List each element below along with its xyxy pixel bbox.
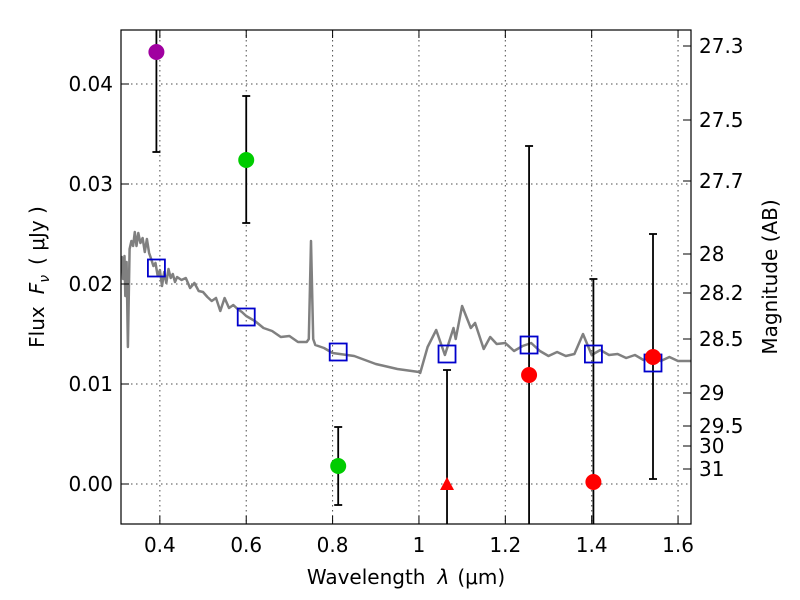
model-photometry-point	[437, 344, 457, 364]
upper-limit-marker	[440, 477, 455, 490]
mag-tick-label: 27.7	[699, 169, 744, 193]
plot-area	[121, 30, 691, 524]
x-tick-label: 0.4	[144, 533, 176, 557]
mag-tick-label: 29	[699, 381, 724, 405]
mag-tick-label: 28.5	[699, 327, 744, 351]
y-axis-label: FluxFν( μJy )	[25, 206, 53, 348]
mag-tick-label: 27.5	[699, 108, 744, 132]
mag-tick-label: 27.3	[699, 34, 744, 58]
x-tick-label: 1.6	[662, 533, 694, 557]
model-spectrum-line	[121, 230, 691, 375]
axes: 0.4 0.6 0.8 1 1.2 1.4 1.6 0.00 0.01 0.02 0.03 0.04 2…	[68, 30, 744, 557]
x-tick-label: 1.4	[576, 533, 608, 557]
mag-tick-label: 29.5	[699, 414, 744, 438]
y-tick-label: 0.00	[68, 472, 113, 496]
x-tick-label: 0.6	[230, 533, 262, 557]
y-tick-label: 0.02	[68, 272, 113, 296]
observed-flux-point	[238, 152, 255, 168]
mag-tick-label: 28	[699, 242, 724, 266]
model-photometry-point	[584, 344, 603, 364]
observed-flux-point	[148, 44, 165, 60]
x-axis-label: Wavelength λ (μm)	[307, 565, 505, 589]
observed-flux-point	[585, 474, 602, 490]
series-group	[121, 30, 691, 524]
x-tick-label: 1.2	[489, 533, 521, 557]
y2-axis-label: Magnitude (AB)	[758, 199, 782, 354]
model-photometry-point	[519, 335, 539, 355]
observed-flux-point	[645, 349, 661, 365]
x-tick-label: 0.8	[317, 533, 349, 557]
observed-flux-point	[330, 458, 347, 474]
x-tick-label: 1	[413, 533, 426, 557]
mag-tick-label: 28.2	[699, 281, 744, 305]
y-tick-label: 0.04	[68, 72, 113, 96]
plot-frame	[120, 29, 692, 525]
model-photometry-point	[236, 307, 256, 327]
observed-flux-point	[521, 367, 538, 383]
model-photometry-point	[147, 258, 166, 278]
mag-tick-label: 31	[699, 457, 724, 481]
model-photometry-point	[328, 342, 348, 362]
y-tick-label: 0.03	[68, 172, 113, 196]
mag-tick-label: 30	[699, 434, 724, 458]
y-tick-label: 0.01	[68, 372, 113, 396]
